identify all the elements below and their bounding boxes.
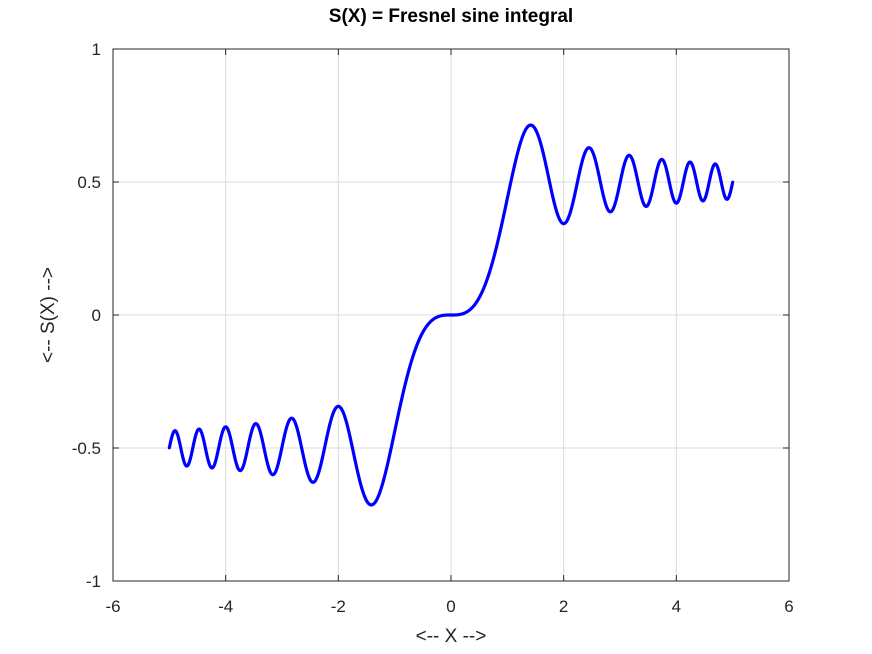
x-tick-label: 6	[784, 597, 793, 616]
ticks	[112, 48, 790, 582]
x-tick-label: 0	[446, 597, 455, 616]
x-tick-label: 4	[672, 597, 681, 616]
y-tick-label: 1	[92, 40, 101, 59]
x-tick-labels: -6 -4 -2 0 2 4 6	[105, 597, 793, 616]
y-tick-label: 0.5	[77, 173, 101, 192]
y-tick-label: 0	[92, 306, 101, 325]
x-tick-label: 2	[559, 597, 568, 616]
y-tick-labels: -1 -0.5 0 0.5 1	[72, 40, 101, 591]
x-tick-label: -2	[331, 597, 346, 616]
x-axis-label: <-- X -->	[416, 626, 487, 647]
y-tick-label: -0.5	[72, 439, 101, 458]
y-tick-label: -1	[86, 572, 101, 591]
chart-title: S(X) = Fresnel sine integral	[329, 6, 573, 27]
x-tick-label: -6	[105, 597, 120, 616]
series-line	[167, 123, 735, 507]
y-axis-label: <-- S(X) -->	[38, 267, 59, 363]
series-layer	[167, 123, 735, 507]
x-tick-label: -4	[218, 597, 233, 616]
